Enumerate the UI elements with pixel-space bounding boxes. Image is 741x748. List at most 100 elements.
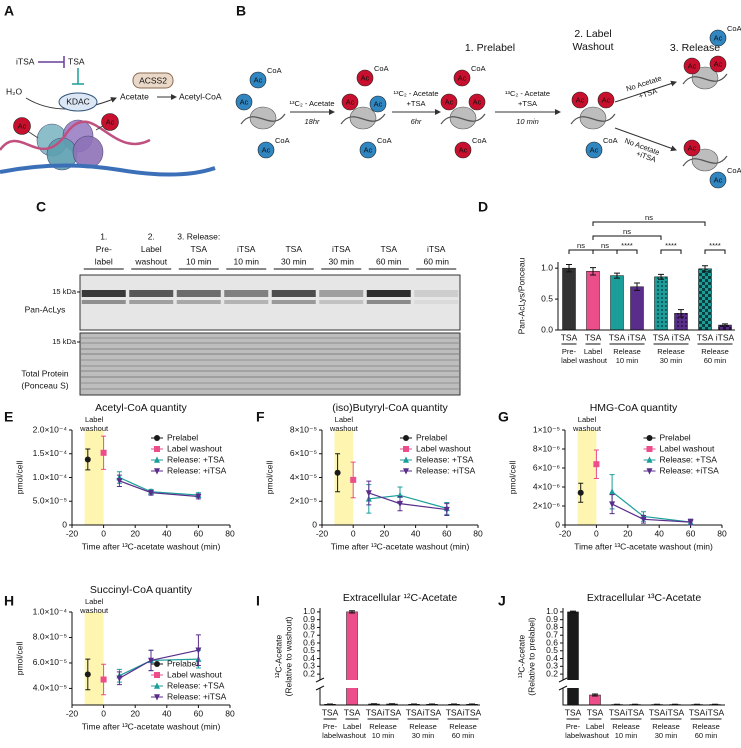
band bbox=[129, 290, 174, 297]
y-tick-label: 0.7 bbox=[303, 629, 315, 639]
x-tick-label: 20 bbox=[380, 528, 390, 538]
acetyl-label: Ac bbox=[374, 99, 383, 108]
chart-title: HMG-CoA quantity bbox=[590, 402, 678, 414]
legend-marker bbox=[154, 661, 160, 667]
axis bbox=[319, 608, 480, 706]
error-bar bbox=[371, 703, 377, 705]
marker-label: 15 kDa bbox=[52, 287, 77, 296]
band bbox=[176, 300, 221, 304]
group-label: 10 min bbox=[372, 731, 395, 740]
axis bbox=[557, 262, 735, 331]
band bbox=[366, 290, 411, 297]
y-tick-label: 0.5 bbox=[546, 645, 558, 655]
error-bar bbox=[349, 610, 355, 614]
band bbox=[271, 290, 316, 297]
y-tick-label: 6×10⁻⁵ bbox=[290, 448, 317, 458]
point bbox=[334, 469, 341, 476]
lane-label: 1. bbox=[100, 231, 107, 241]
group-label: Pre- bbox=[323, 722, 338, 731]
y-tick-label: 4.0×10⁻⁵ bbox=[33, 683, 67, 693]
group-label: 30 min bbox=[412, 731, 435, 740]
lane-label: 60 min bbox=[376, 256, 402, 266]
coa-label: CoA bbox=[603, 136, 618, 145]
x-tick-label: 60 bbox=[686, 528, 696, 538]
legend-label: Label washout bbox=[416, 443, 471, 453]
significance-bracket bbox=[568, 249, 594, 254]
lane-label: 10 min bbox=[233, 256, 259, 266]
acetyl-label: Ac bbox=[688, 143, 697, 152]
membrane bbox=[0, 163, 216, 177]
x-tick-label: 0 bbox=[101, 528, 106, 538]
bar bbox=[562, 267, 576, 331]
nucleosome bbox=[691, 66, 719, 90]
series-line bbox=[368, 492, 447, 511]
acetyl-mark bbox=[597, 91, 615, 109]
lane-label: iTSA bbox=[237, 244, 256, 254]
row-label: (Ponceau S) bbox=[21, 380, 68, 390]
highlight-label: washout bbox=[329, 424, 359, 433]
point bbox=[397, 500, 403, 508]
legend-label: Prelabel bbox=[416, 432, 447, 442]
legend-label: Label washout bbox=[660, 443, 715, 453]
acetyl-label: Ac bbox=[473, 97, 482, 106]
enzyme-box bbox=[132, 72, 174, 89]
group-label: Release bbox=[409, 722, 437, 731]
bar-pattern bbox=[718, 325, 732, 330]
lane-label: TSA bbox=[190, 244, 207, 254]
y-tick-label: 8×10⁻⁶ bbox=[533, 443, 560, 453]
y-tick-label: 1.0 bbox=[303, 606, 315, 616]
acetyl-mark bbox=[101, 113, 119, 131]
lane-label: 30 min bbox=[281, 256, 307, 266]
group-label: 30 min bbox=[655, 731, 678, 740]
label: TSA bbox=[68, 56, 85, 66]
bar-pattern bbox=[698, 268, 712, 330]
band bbox=[366, 300, 411, 304]
bar bbox=[346, 611, 358, 706]
acetyl-mark bbox=[440, 93, 458, 111]
arrow-label: +TSA bbox=[518, 99, 537, 108]
label: H₂O bbox=[6, 86, 22, 96]
point bbox=[609, 488, 616, 495]
legend-label: Release: +TSA bbox=[660, 454, 718, 464]
legend-label: Prelabel bbox=[660, 432, 691, 442]
highlight-label: Label bbox=[85, 415, 104, 424]
acetyl-label: Ac bbox=[688, 61, 697, 70]
group-label: Release bbox=[652, 722, 680, 731]
band bbox=[129, 300, 174, 304]
legend-marker bbox=[403, 468, 409, 475]
x-tick-label: iTSA bbox=[666, 707, 685, 717]
coa-label: CoA bbox=[727, 24, 741, 33]
acetyl-label: Ac bbox=[458, 73, 467, 82]
bar-pattern bbox=[674, 313, 688, 330]
step-title: 1. Prelabel bbox=[465, 42, 515, 54]
group-label: Release bbox=[692, 722, 720, 731]
legend-label: Release: +iTSA bbox=[416, 465, 476, 475]
x-tick-label: 80 bbox=[225, 708, 235, 718]
y-tick-label: 6.0×10⁻⁵ bbox=[33, 657, 67, 667]
label: KDAC bbox=[66, 96, 90, 106]
error-bar bbox=[566, 263, 572, 273]
legend-label: Prelabel bbox=[167, 658, 198, 668]
group-label: label bbox=[565, 731, 581, 740]
acetyl-label: Ac bbox=[254, 75, 263, 84]
error-bar bbox=[411, 703, 417, 705]
band bbox=[176, 290, 221, 297]
legend-marker bbox=[154, 694, 160, 701]
label: ACSS2 bbox=[139, 75, 167, 85]
error-bar bbox=[590, 267, 596, 276]
legend-marker bbox=[154, 682, 160, 689]
nucleosome bbox=[579, 106, 607, 130]
y-tick-label: 1.5×10⁻⁴ bbox=[33, 448, 68, 458]
point bbox=[640, 516, 647, 523]
highlight-label: washout bbox=[572, 424, 602, 433]
x-tick-label: TSA bbox=[406, 707, 423, 717]
error-bar bbox=[429, 703, 435, 705]
acetyl-label: Ac bbox=[240, 97, 249, 106]
acetyl-mark bbox=[683, 139, 701, 157]
y-tick-label: 2.0×10⁻⁴ bbox=[33, 424, 68, 434]
highlight-label: washout bbox=[79, 606, 109, 615]
y-tick-label: 1.0×10⁻⁴ bbox=[33, 606, 68, 616]
legend-marker bbox=[154, 672, 160, 678]
marker-label: 15 kDa bbox=[52, 337, 77, 346]
